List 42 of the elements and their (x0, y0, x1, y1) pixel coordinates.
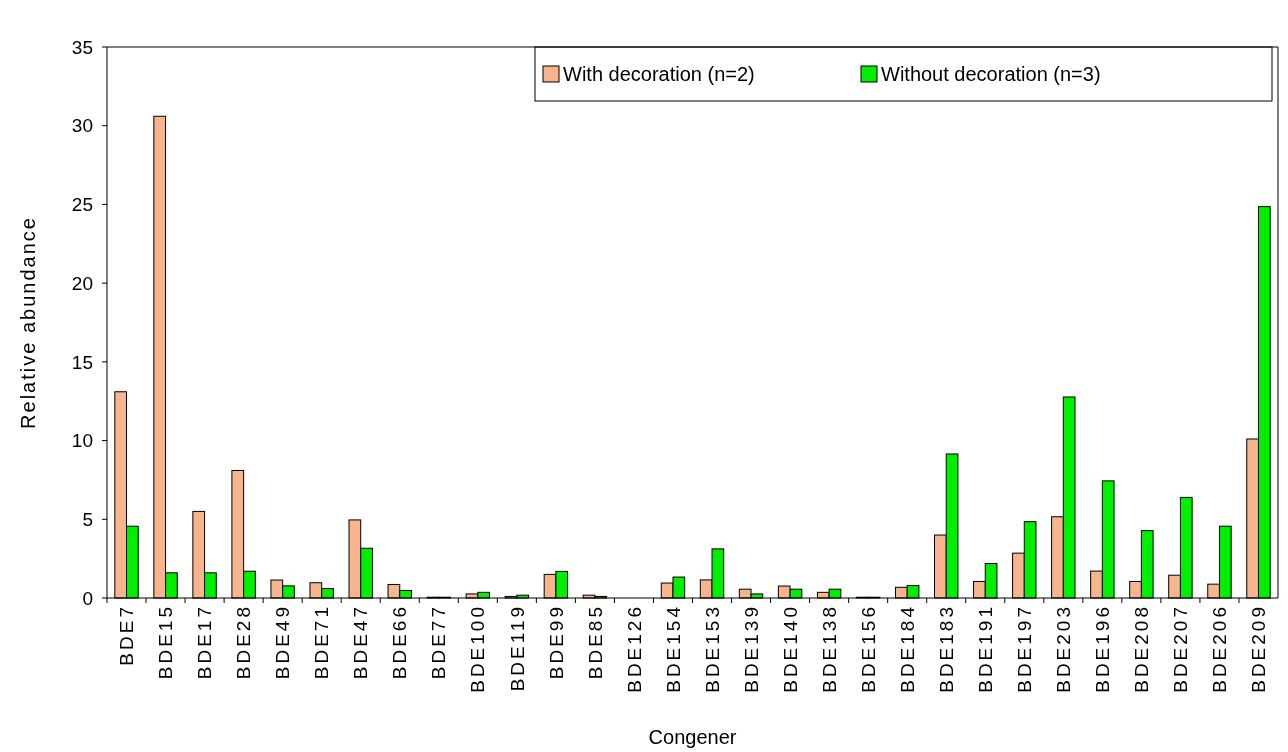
y-tick-label: 10 (71, 430, 93, 452)
x-tick-label: BDE138 (818, 604, 840, 693)
y-tick-label: 5 (82, 508, 93, 530)
x-tick-label: BDE203 (1052, 604, 1074, 693)
y-tick-label: 0 (82, 587, 93, 609)
x-tick-label: BDE7 (116, 604, 138, 666)
x-tick-label: BDE154 (662, 604, 684, 693)
x-tick-label: BDE47 (350, 604, 372, 680)
x-tick-label: BDE153 (701, 604, 723, 693)
x-tick-label: BDE209 (1248, 604, 1270, 693)
y-tick-label: 30 (71, 115, 93, 137)
x-tick-label: BDE208 (1131, 604, 1153, 693)
x-tick-label: BDE197 (1013, 604, 1035, 693)
x-tick-label: BDE140 (779, 604, 801, 693)
x-tick-label: BDE183 (935, 604, 957, 693)
y-tick-label: 25 (71, 194, 93, 216)
x-tick-label: BDE191 (974, 604, 996, 693)
legend-label: With decoration (n=2) (563, 63, 755, 85)
x-tick-label: BDE139 (740, 604, 762, 693)
legend-label: Without decoration (n=3) (881, 63, 1101, 85)
x-axis-title: Congener (648, 726, 737, 748)
x-tick-label: BDE184 (896, 604, 918, 693)
x-tick-label: BDE85 (584, 604, 606, 680)
y-tick-label: 15 (71, 351, 93, 373)
x-tick-label: BDE207 (1170, 604, 1192, 693)
x-tick-label: BDE77 (428, 604, 450, 680)
x-tick-label: BDE156 (857, 604, 879, 693)
x-tick-label: BDE99 (545, 604, 567, 680)
x-tick-label: BDE71 (311, 604, 333, 680)
y-tick-label: 35 (71, 36, 93, 58)
x-tick-label: BDE119 (506, 604, 528, 692)
x-tick-label: BDE196 (1092, 604, 1113, 693)
y-axis-title: Relative abundance (17, 216, 39, 429)
x-tick-label: BDE15 (155, 604, 177, 680)
x-tick-label: BDE126 (623, 604, 645, 693)
x-tick-label: BDE49 (272, 604, 294, 680)
x-tick-label: BDE28 (233, 604, 255, 680)
x-tick-label: BDE66 (389, 604, 411, 680)
y-tick-label: 20 (71, 272, 93, 294)
x-tick-label: BDE206 (1209, 604, 1231, 693)
x-tick-label: BDE100 (467, 604, 489, 693)
x-tick-label: BDE17 (194, 604, 216, 680)
